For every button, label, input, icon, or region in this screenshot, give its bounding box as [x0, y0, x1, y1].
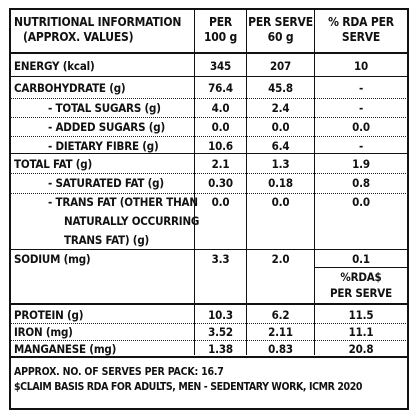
row-per100: 4.0 — [211, 101, 230, 115]
row-serve: 2.4 — [271, 101, 290, 115]
row-label-total-sugars: - TOTAL SUGARS (g) — [48, 101, 161, 115]
row-serve: 0.18 — [268, 176, 293, 190]
column-divider — [194, 10, 195, 355]
header-subtitle: (APPROX. VALUES) — [23, 30, 134, 44]
row-rule-partial — [315, 267, 408, 268]
row-rule — [10, 76, 408, 77]
row-label-protein: PROTEIN (g) — [14, 308, 84, 322]
row-per100: 345 — [210, 59, 231, 73]
table-bottom-rule — [10, 356, 408, 358]
row-rda: 20.8 — [348, 342, 374, 356]
row-rule-dotted — [10, 193, 408, 194]
nutrition-panel — [9, 8, 409, 410]
row-per100: 0.0 — [211, 120, 230, 134]
row-per100: 0.0 — [211, 195, 230, 209]
row-label-trans-fat-line2: NATURALLY OCCURRING — [64, 214, 200, 228]
row-label-saturated-fat: - SATURATED FAT (g) — [48, 176, 164, 190]
row-rule-dotted — [10, 340, 408, 341]
header-rda-serve: SERVE — [341, 30, 381, 44]
row-rule — [10, 153, 408, 154]
row-per100: 0.30 — [208, 176, 233, 190]
row-rule-dotted — [10, 98, 408, 99]
row-label-energy: ENERGY (kcal) — [14, 59, 95, 73]
row-rule-dotted — [10, 136, 408, 137]
row-rda: 11.1 — [348, 325, 374, 339]
row-rda: 1.9 — [352, 157, 370, 171]
row-rda: 0.8 — [352, 176, 370, 190]
row-rda: 0.0 — [352, 120, 370, 134]
row-rda: - — [358, 101, 364, 115]
row-per100: 2.1 — [211, 157, 230, 171]
row-rule-dotted — [10, 117, 408, 118]
row-serve: 45.8 — [268, 81, 293, 95]
row-label-carbohydrate: CARBOHYDRATE (g) — [14, 81, 126, 95]
column-divider — [246, 10, 247, 355]
section-rule — [10, 303, 408, 305]
row-serve: 0.0 — [271, 120, 290, 134]
row-rda: - — [358, 81, 364, 95]
row-rda: - — [358, 139, 364, 153]
row-serve: 1.3 — [271, 157, 290, 171]
row-per100: 10.3 — [208, 308, 233, 322]
row-per100: 1.38 — [208, 342, 233, 356]
header-rule — [10, 52, 408, 54]
rda-subheader: %RDA$ — [340, 270, 382, 284]
row-label-total-fat: TOTAL FAT (g) — [14, 157, 93, 171]
header-per-serve: PER SERVE — [248, 15, 313, 29]
row-label-dietary-fibre: - DIETARY FIBRE (g) — [48, 139, 159, 153]
row-label-sodium: SODIUM (mg) — [14, 252, 91, 266]
header-per-unit: 100 g — [203, 30, 238, 44]
serves-per-pack: APPROX. NO. OF SERVES PER PACK: 16.7 — [14, 366, 224, 378]
row-rda: 0.0 — [352, 195, 370, 209]
row-rule — [10, 249, 408, 250]
rda-subheader-serve: PER SERVE — [330, 286, 392, 300]
row-rda: 10 — [354, 59, 368, 73]
row-serve: 6.2 — [271, 308, 290, 322]
header-serve-unit: 60 g — [267, 30, 294, 44]
row-label-manganese: MANGANESE (mg) — [14, 342, 117, 356]
row-serve: 207 — [270, 59, 291, 73]
row-rda: 11.5 — [348, 308, 374, 322]
row-per100: 10.6 — [208, 139, 233, 153]
row-label-added-sugars: - ADDED SUGARS (g) — [48, 120, 165, 134]
row-serve: 0.0 — [271, 195, 290, 209]
row-label-trans-fat: - TRANS FAT (OTHER THAN — [48, 195, 198, 209]
row-serve: 0.83 — [268, 342, 293, 356]
row-rule-dotted — [10, 323, 408, 324]
row-label-iron: IRON (mg) — [14, 325, 73, 339]
row-rda: 0.1 — [352, 252, 370, 266]
header-rda: % RDA PER — [328, 15, 394, 29]
header-title: NUTRITIONAL INFORMATION — [14, 15, 182, 29]
row-label-trans-fat-line3: TRANS FAT) (g) — [64, 233, 150, 247]
row-serve: 2.11 — [268, 325, 293, 339]
row-per100: 3.52 — [208, 325, 233, 339]
row-serve: 2.0 — [271, 252, 290, 266]
row-per100: 3.3 — [211, 252, 230, 266]
row-rule-dotted — [10, 173, 408, 174]
row-serve: 6.4 — [271, 139, 290, 153]
claim-basis-note: $CLAIM BASIS RDA FOR ADULTS, MEN - SEDEN… — [14, 381, 363, 393]
row-per100: 76.4 — [208, 81, 233, 95]
column-divider — [314, 10, 315, 355]
header-per: PER — [208, 15, 232, 29]
